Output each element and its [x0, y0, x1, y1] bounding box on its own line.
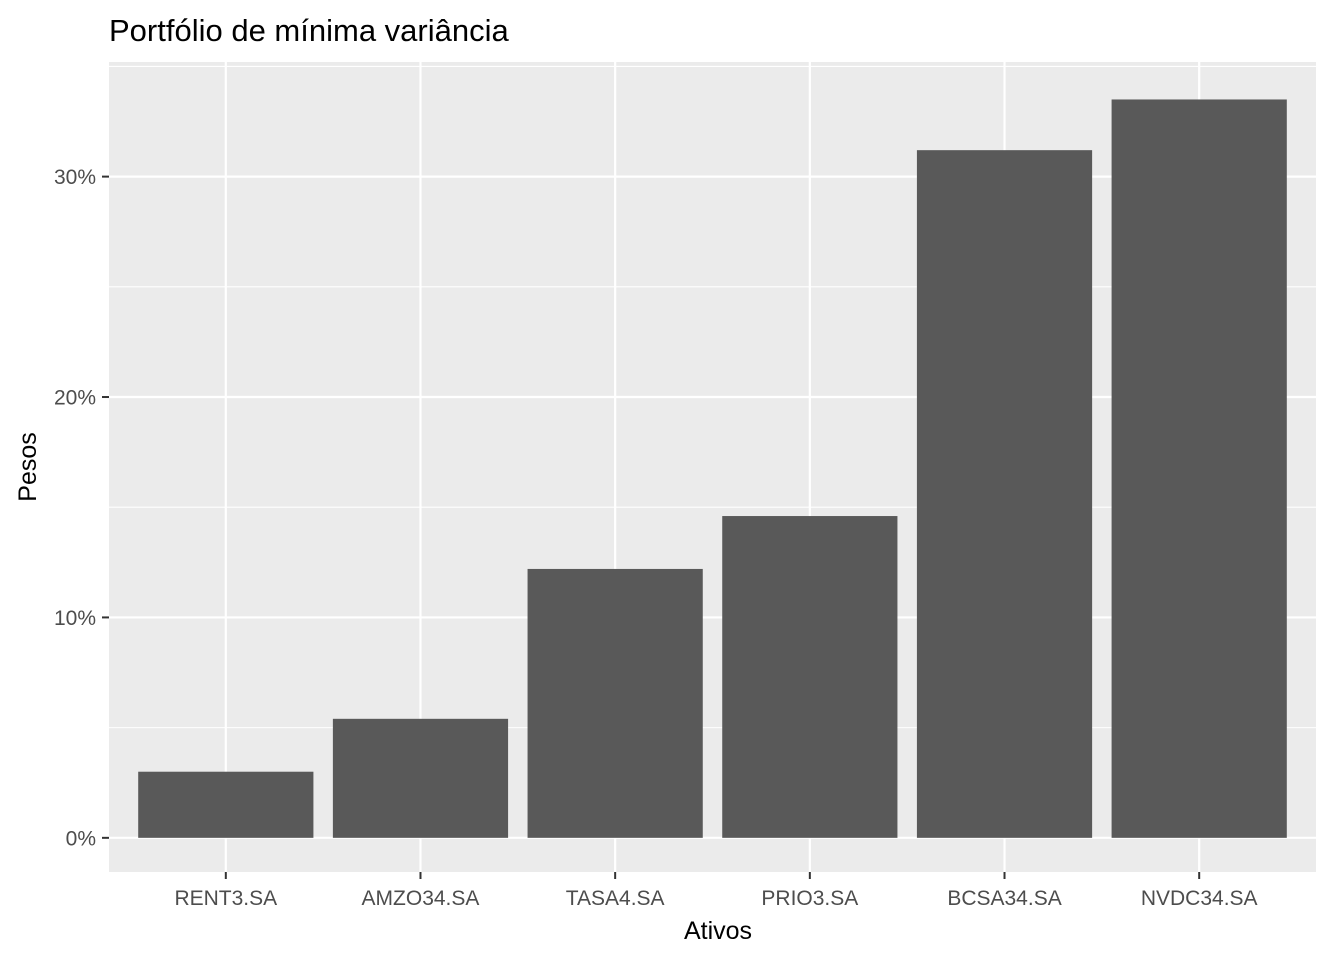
y-tick-label: 30%	[54, 166, 96, 189]
x-tick-label: TASA4.SA	[566, 887, 665, 910]
x-axis: RENT3.SA AMZO34.SA TASA4.SA PRIO3.SA BCSA34.…	[174, 872, 1258, 910]
bar-series	[138, 99, 1287, 838]
bar	[916, 150, 1093, 838]
y-tick-label: 20%	[54, 387, 96, 410]
x-tick-label: AMZO34.SA	[362, 887, 480, 910]
chart-title: Portfólio de mínima variância	[109, 13, 509, 48]
bar	[722, 516, 898, 838]
bar	[1111, 99, 1287, 838]
x-tick-label: NVDC34.SA	[1141, 887, 1258, 910]
bar	[138, 771, 314, 838]
x-axis-title: Ativos	[684, 917, 752, 945]
y-axis: 0% 10% 20% 30%	[54, 166, 109, 850]
bar	[332, 718, 509, 838]
y-axis-title: Pesos	[14, 432, 42, 501]
y-tick-label: 10%	[54, 607, 96, 630]
y-tick-label: 0%	[66, 827, 96, 850]
x-tick-label: RENT3.SA	[174, 887, 277, 910]
bar	[527, 568, 703, 838]
x-tick-label: PRIO3.SA	[761, 887, 858, 910]
x-tick-label: BCSA34.SA	[947, 887, 1061, 910]
